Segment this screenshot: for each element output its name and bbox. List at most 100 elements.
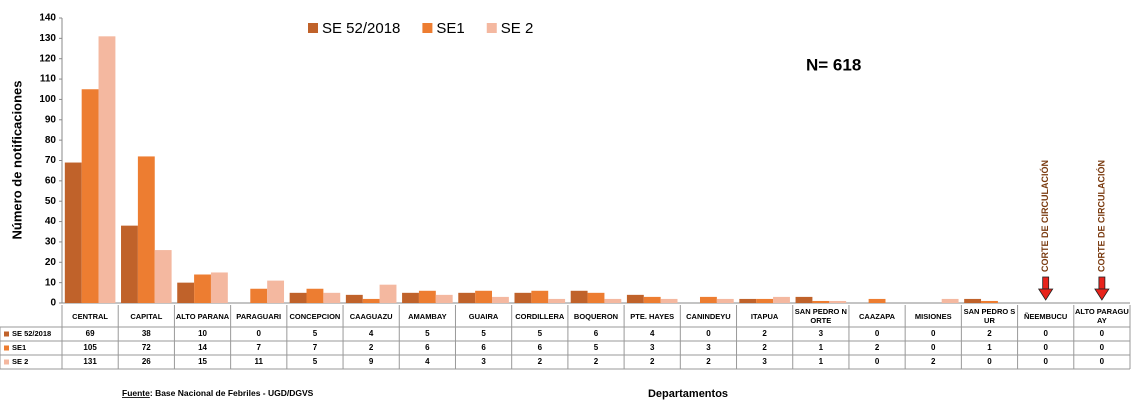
x-tick-label: CANINDEYU [686,311,731,321]
legend-label: SE 2 [501,20,534,37]
bar [756,298,774,303]
x-tick-label-box: SAN PEDRO SUR [964,307,1016,325]
y-tick-label: 30 [45,237,57,248]
source-label: Fuente [122,388,150,398]
bar [418,290,436,303]
table-value: 2 [594,357,599,366]
table-value: 6 [594,329,599,338]
bar [795,296,813,303]
table-value: 4 [425,357,430,366]
table-value: 0 [257,329,262,338]
table-value: 38 [142,329,151,338]
bar [289,292,307,303]
table-value: 5 [594,343,599,352]
y-tick-label: 0 [50,298,56,309]
bar [699,296,717,303]
table-value: 0 [875,329,880,338]
table-value: 6 [538,343,543,352]
x-tick-label: CAPITAL [130,311,163,321]
arrow-shaft [1042,276,1050,290]
bar [210,272,228,303]
bar [177,282,195,303]
x-tick-label-box: CENTRAL [72,311,109,321]
x-tick-label-box: ÑEEMBUCU [1024,311,1068,321]
bar [643,296,661,303]
y-tick-label: 110 [40,74,57,85]
bar [121,225,138,303]
x-tick-label-box: CONCEPCION [289,311,341,321]
bar [362,298,380,303]
x-tick-label: CENTRAL [72,311,109,321]
x-tick-label-box: SAN PEDRO NORTE [794,307,847,325]
table-value: 5 [425,329,430,338]
source-text: : Base Nacional de Febriles - UGD/DGVS [150,388,314,398]
vertical-annotation: CORTE DE CIRCULACIÓN [1095,160,1106,272]
bar [548,298,566,303]
arrow-head [1037,288,1054,301]
x-tick-label: CAAZAPA [858,311,896,321]
table-value: 2 [369,343,374,352]
table-value: 26 [142,357,151,366]
x-axis-label: Departamentos [648,388,728,400]
table-value: 0 [1100,357,1105,366]
legend-key [4,345,9,351]
table-value: 0 [987,357,992,366]
bar [626,294,644,303]
x-tick-label: ÑEEMBUCU [1024,311,1068,321]
table-value: 3 [762,357,767,366]
x-tick-label-box: PARAGUARI [236,311,282,321]
bar [660,298,678,303]
table-value: 15 [198,357,207,366]
x-tick-label: SAN PEDRO NORTE [794,307,847,325]
x-tick-label-box: CAAGUAZU [350,312,393,321]
y-axis-label: Número de notificaciones [9,81,24,240]
table-value: 105 [83,343,97,352]
table-value: 1 [819,357,824,366]
table-value: 5 [538,329,543,338]
y-tick-label: 20 [45,257,57,268]
table-value: 0 [1043,329,1048,338]
legend-key [4,359,9,365]
bar [812,300,830,303]
legend-swatch [422,23,433,33]
x-tick-label-box: CANINDEYU [686,311,731,321]
table-value: 2 [538,357,543,366]
y-tick-label: 100 [39,94,56,105]
bar [829,300,847,303]
x-tick-label: ALTO PARANA [175,311,230,321]
table-value: 3 [481,357,486,366]
source: Fuente: Base Nacional de Febriles - UGD/… [122,388,314,398]
vertical-annotation: CORTE DE CIRCULACIÓN [1039,160,1050,272]
table-value: 72 [142,343,151,352]
table-value: 7 [313,343,318,352]
bar [402,292,419,303]
table-value: 14 [198,343,207,352]
legend-label: SE1 [436,20,464,37]
x-tick-label: PARAGUARI [236,311,282,321]
table-value: 0 [1100,343,1105,352]
x-tick-label-box: AMAMBAY [408,311,447,321]
table-value: 2 [762,343,767,352]
x-tick-label-box: ALTO PARAGUAY [1075,307,1129,325]
x-tick-label: ITAPUA [750,311,779,321]
x-tick-label-box: MISIONES [915,312,952,321]
x-tick-label-box: CAAZAPA [858,311,896,321]
x-tick-label: AMAMBAY [408,311,447,321]
bar [941,298,959,303]
table-value: 2 [650,357,655,366]
table-value: 6 [481,343,486,352]
legend-swatch [486,23,497,33]
row-label: SE 52/2018 [12,329,51,338]
table-value: 5 [481,329,486,338]
bar [435,294,453,303]
bar [868,298,886,303]
table-value: 5 [313,329,318,338]
table-value: 10 [198,329,207,338]
arrow-head [1094,288,1110,301]
bar [306,288,324,303]
table-value: 0 [931,329,936,338]
arrow-shaft [1098,276,1106,290]
total-annotation: N= 618 [806,55,861,74]
x-tick-label: CONCEPCION [289,311,341,321]
table-value: 0 [875,357,880,366]
